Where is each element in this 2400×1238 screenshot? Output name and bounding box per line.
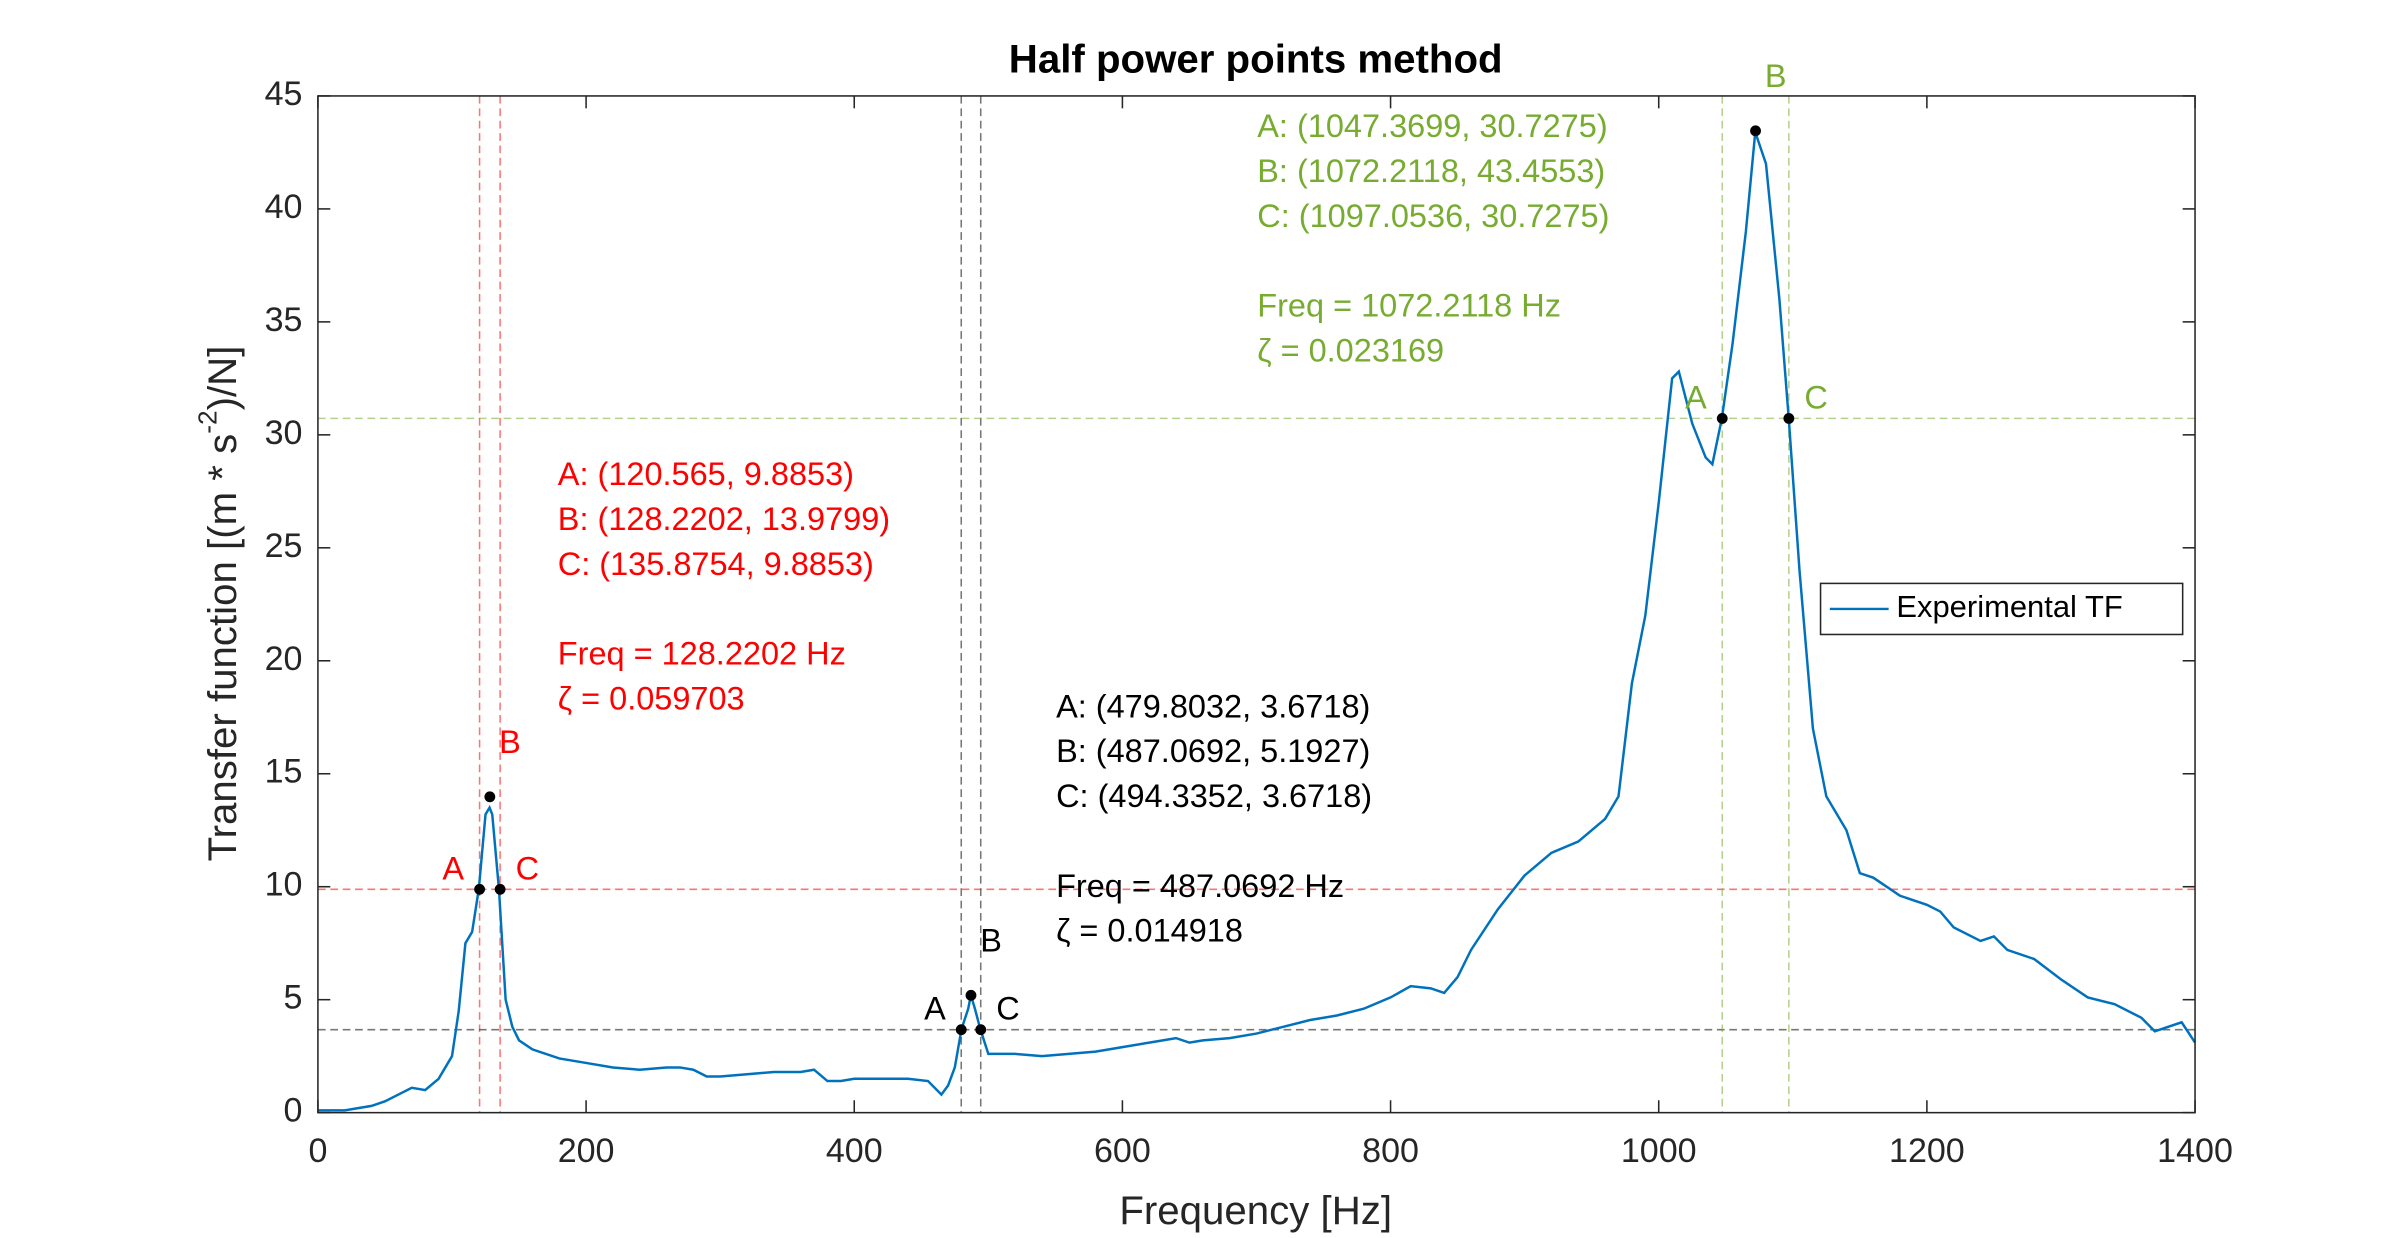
- point-label: C: [516, 850, 539, 886]
- y-tick-label: 0: [284, 1092, 303, 1130]
- half-power-point: [955, 1024, 967, 1036]
- half-power-point: [1783, 412, 1795, 424]
- point-label: A: [924, 991, 946, 1027]
- x-tick-label: 600: [1094, 1132, 1151, 1170]
- half-power-point: [474, 883, 485, 895]
- plot-frame: [317, 95, 2196, 1114]
- annotation-text: B: (1072.2118, 43.4553): [1257, 153, 1605, 189]
- data-line: [317, 131, 2197, 1112]
- x-tick-label: 200: [558, 1132, 615, 1170]
- chart-title: Half power points method: [1009, 37, 1503, 82]
- y-label-sup: -2: [193, 410, 223, 433]
- annotation-text: B: (128.2202, 13.9799): [558, 501, 890, 537]
- x-tick-label: 1000: [1621, 1132, 1697, 1170]
- x-axis-label: Frequency [Hz]: [1119, 1188, 1392, 1233]
- annotation-text: A: (1047.3699, 30.7275): [1257, 108, 1607, 144]
- half-power-point: [975, 1024, 987, 1036]
- x-tick-label: 0: [308, 1132, 327, 1170]
- x-tick-label: 800: [1362, 1132, 1419, 1170]
- y-label-part: Transfer function [(m * s: [200, 434, 245, 862]
- annotation-text: A: (120.565, 9.8853): [558, 456, 854, 492]
- y-tick-label: 40: [265, 188, 303, 226]
- point-label: B: [499, 724, 521, 760]
- half-power-point: [1716, 412, 1728, 424]
- annotation-text: Freq = 128.2202 Hz: [558, 636, 846, 672]
- y-label-part: )/N]: [200, 346, 245, 411]
- annotation-text: ζ = 0.023169: [1257, 332, 1444, 368]
- point-label: C: [1804, 379, 1827, 415]
- annotation-text: ζ = 0.014918: [1056, 913, 1243, 949]
- annotation-text: Freq = 1072.2118 Hz: [1257, 288, 1561, 324]
- annotation-text: Freq = 487.0692 Hz: [1056, 868, 1344, 904]
- x-tick-label: 400: [826, 1132, 883, 1170]
- point-label: B: [1765, 58, 1787, 94]
- legend-label: Experimental TF: [1896, 589, 2122, 624]
- half-power-point: [1750, 125, 1761, 137]
- annotation-text: C: (135.8754, 9.8853): [558, 546, 874, 582]
- x-tick-label: 1200: [1889, 1132, 1965, 1170]
- point-label: B: [980, 922, 1002, 958]
- y-tick-label: 30: [265, 414, 303, 452]
- y-tick-label: 45: [265, 75, 303, 113]
- point-label: A: [442, 850, 464, 886]
- y-tick-label: 25: [265, 527, 303, 565]
- point-label: C: [996, 991, 1019, 1027]
- annotation-text: C: (494.3352, 3.6718): [1056, 778, 1372, 814]
- y-axis-label: Transfer function [(m * s-2)/N]: [193, 346, 245, 862]
- half-power-point: [484, 791, 496, 803]
- x-tick-label: 1400: [2157, 1132, 2233, 1170]
- annotation-text: B: (487.0692, 5.1927): [1056, 733, 1370, 769]
- half-power-point: [494, 883, 506, 895]
- half-power-point: [965, 989, 977, 1001]
- annotation-text: ζ = 0.059703: [558, 681, 745, 717]
- y-tick-label: 10: [265, 866, 303, 904]
- y-tick-label: 15: [265, 753, 303, 791]
- annotation-text: A: (479.8032, 3.6718): [1056, 688, 1370, 724]
- annotation-text: C: (1097.0536, 30.7275): [1257, 198, 1609, 234]
- y-tick-label: 20: [265, 640, 303, 678]
- y-tick-label: 35: [265, 301, 303, 339]
- point-label: A: [1685, 379, 1707, 415]
- y-tick-label: 5: [284, 979, 303, 1017]
